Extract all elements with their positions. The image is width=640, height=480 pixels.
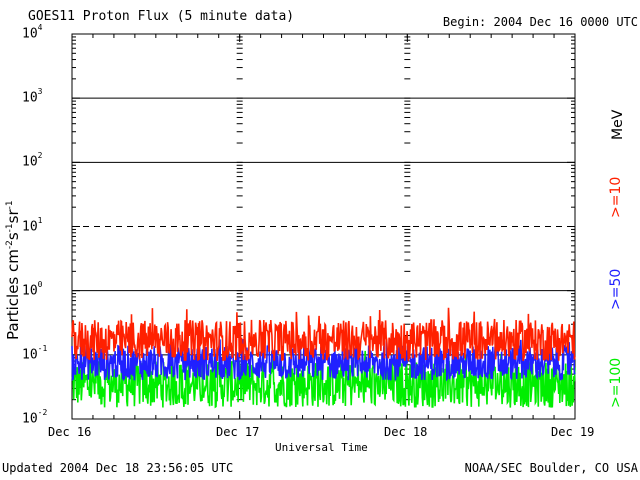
x-tick-label: Dec 19 [551, 425, 595, 439]
y-tick-label: 104 [22, 23, 43, 42]
begin-time: Begin: 2004 Dec 16 0000 UTC [442, 15, 638, 29]
x-tick-label: Dec 16 [48, 425, 92, 439]
legend-series-100: >=100 [608, 357, 624, 408]
series-line [71, 307, 576, 362]
y-tick-label: 10-1 [22, 343, 48, 363]
y-tick-label: 103 [22, 87, 43, 106]
y-tick-label: 10-2 [22, 408, 48, 427]
y-tick-label: 101 [22, 215, 43, 234]
y-axis-label: Particles cm-2s-1sr-1 [4, 200, 22, 340]
y-tick-label: 102 [22, 151, 43, 170]
legend-unit: MeV [610, 109, 626, 140]
x-tick-label: Dec 18 [384, 425, 428, 439]
x-tick-label: Dec 17 [216, 425, 260, 439]
chart-title: GOES11 Proton Flux (5 minute data) [28, 9, 295, 24]
legend-series-10: >=10 [608, 176, 624, 218]
legend-series-50: >=50 [608, 268, 624, 310]
y-tick-label: 100 [22, 279, 43, 298]
data-source: NOAA/SEC Boulder, CO USA [464, 461, 638, 475]
updated-timestamp: Updated 2004 Dec 18 23:56:05 UTC [2, 461, 234, 475]
x-axis-label: Universal Time [275, 441, 368, 454]
